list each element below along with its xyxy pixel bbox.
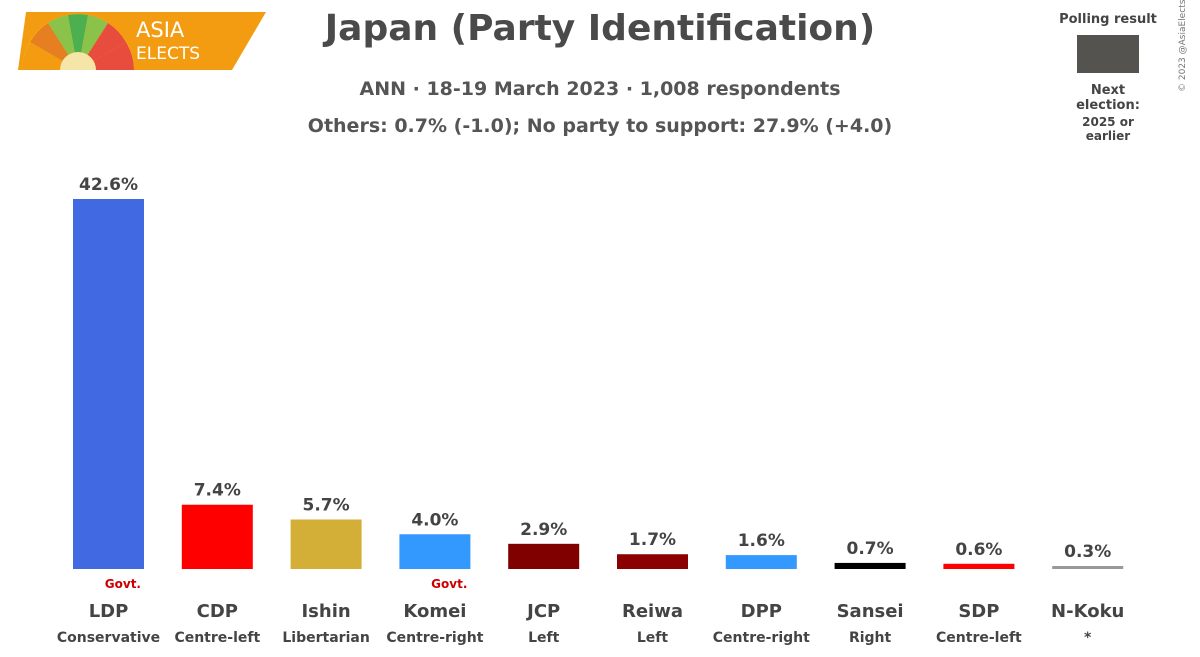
ideology-label: Left [528, 630, 560, 646]
value-label: 0.6% [955, 540, 1002, 560]
asia-elects-logo [18, 12, 266, 71]
logo-line1: ASIA [136, 18, 185, 42]
logo-text: ASIA ELECTS [18, 12, 268, 72]
legend-swatch [1077, 35, 1139, 73]
ideology-label: Centre-left [936, 630, 1022, 646]
ideology-label: Conservative [57, 630, 160, 646]
bar-sdp [943, 563, 1015, 569]
category-label: Komei [403, 601, 466, 622]
value-label: 0.7% [847, 539, 894, 559]
next-election-label: Next election: [1076, 83, 1140, 113]
legend-label: Polling result [1059, 12, 1157, 27]
category-label: N-Koku [1051, 601, 1124, 622]
value-label: 2.9% [520, 520, 567, 540]
logo-line2: ELECTS [136, 44, 200, 64]
category-label: SDP [958, 601, 999, 622]
ideology-label: Left [637, 630, 669, 646]
ideology-label: Centre-right [386, 630, 483, 646]
value-label: 0.3% [1064, 542, 1111, 562]
legend: Polling result Next election: 2025 or ea… [1058, 12, 1158, 143]
value-label: 42.6% [79, 175, 138, 195]
ideology-label: Centre-right [713, 630, 810, 646]
category-label: DPP [741, 601, 782, 622]
chart-note: Others: 0.7% (-1.0); No party to support… [307, 115, 893, 137]
ideology-label: * [1084, 630, 1092, 646]
ideology-label: Centre-left [174, 630, 260, 646]
category-label: Sansei [837, 601, 904, 622]
ideology-label: Libertarian [282, 630, 369, 646]
bar-dpp [725, 555, 797, 569]
category-label: JCP [525, 601, 560, 622]
bar-cdp [181, 504, 253, 569]
bar-n-koku [1052, 566, 1124, 569]
value-label: 7.4% [194, 481, 241, 501]
bar-reiwa [617, 554, 688, 569]
category-label: LDP [89, 601, 129, 622]
bar-komei [399, 534, 471, 569]
next-election-value: 2025 or earlier [1082, 115, 1134, 143]
value-label: 5.7% [303, 495, 350, 515]
bar-jcp [508, 543, 580, 569]
bar-ldp [73, 199, 144, 569]
govt-label: Govt. [431, 577, 467, 591]
value-label: 1.7% [629, 530, 676, 550]
bar-sansei [834, 562, 906, 569]
govt-label: Govt. [105, 577, 141, 591]
value-label: 1.6% [738, 531, 785, 551]
category-label: Ishin [301, 601, 350, 622]
bar-ishin [290, 519, 362, 569]
sunburst-icon [22, 14, 134, 71]
ideology-label: Right [849, 630, 892, 646]
chart-title: Japan (Party Identification) [324, 8, 876, 49]
category-label: CDP [197, 601, 238, 622]
category-label: Reiwa [622, 601, 683, 622]
chart-subtitle: ANN · 18-19 March 2023 · 1,008 responden… [359, 78, 841, 100]
value-label: 4.0% [411, 510, 458, 530]
